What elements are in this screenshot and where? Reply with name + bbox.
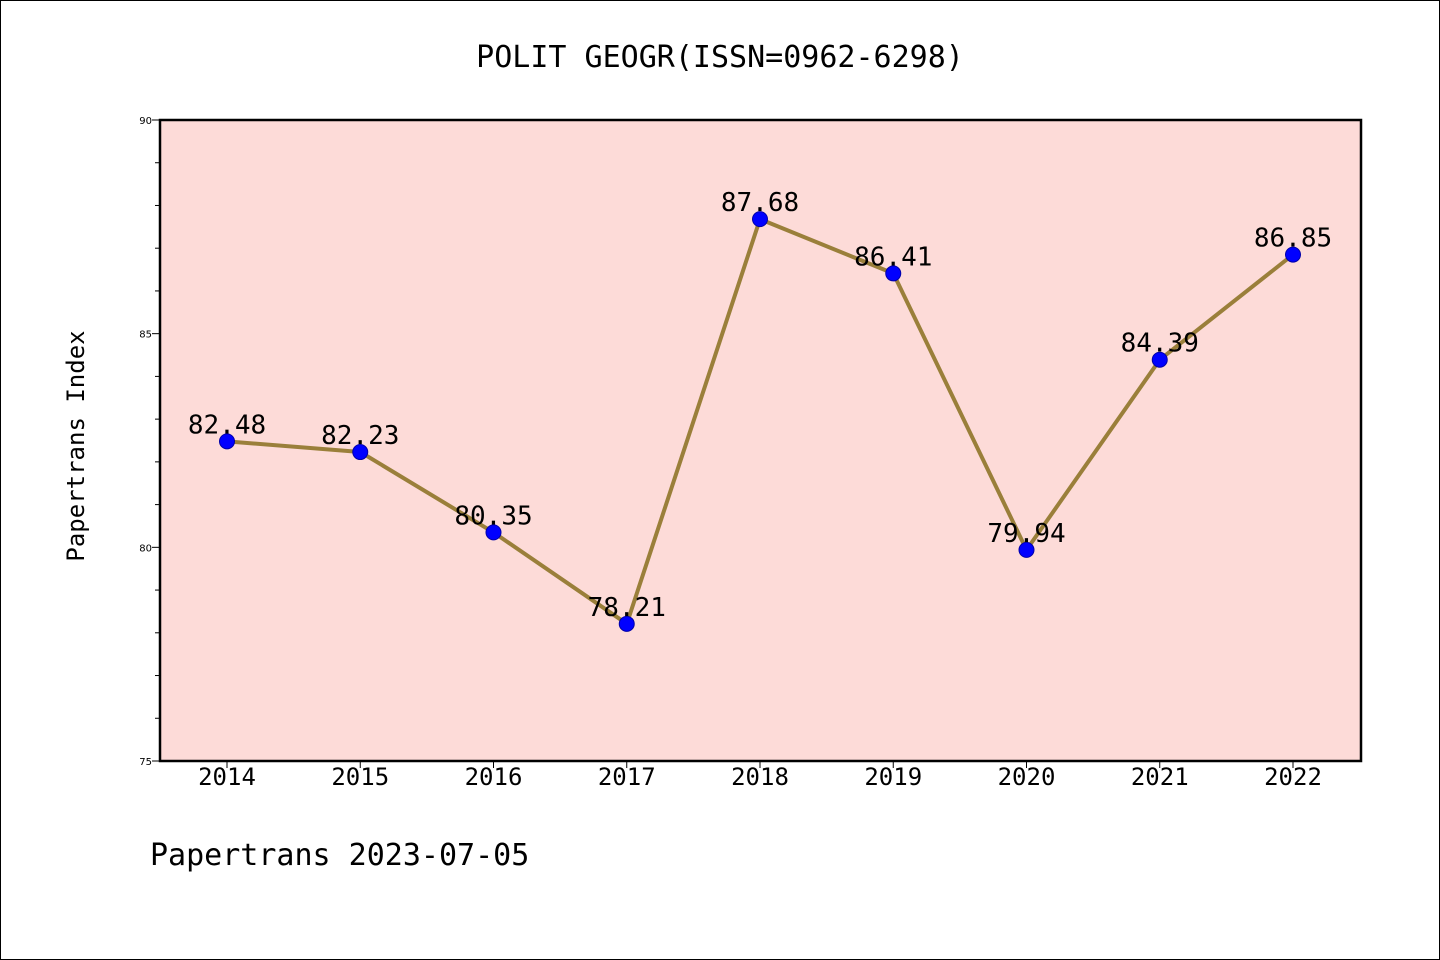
x-tick-label: 2015 bbox=[331, 763, 389, 791]
y-axis: 75 80 85 90 bbox=[139, 116, 160, 768]
y-tick-label: 90 bbox=[139, 116, 152, 127]
data-label: 82.23 bbox=[321, 421, 399, 451]
x-tick-label: 2020 bbox=[998, 763, 1056, 791]
data-label: 82.48 bbox=[188, 410, 266, 440]
x-tick-label: 2014 bbox=[198, 763, 256, 791]
data-label: 79.94 bbox=[987, 519, 1065, 549]
x-tick-label: 2017 bbox=[598, 763, 656, 791]
y-tick-label: 85 bbox=[139, 330, 152, 341]
data-labels: 82.48 82.23 80.35 78.21 87.68 86.41 79.94 84.39… bbox=[188, 188, 1332, 623]
y-tick-label: 75 bbox=[139, 757, 152, 768]
data-label: 84.39 bbox=[1121, 329, 1199, 359]
x-tick-label: 2022 bbox=[1264, 763, 1322, 791]
x-tick-label: 2021 bbox=[1131, 763, 1189, 791]
y-tick-label: 80 bbox=[139, 543, 152, 554]
data-point bbox=[752, 211, 768, 228]
data-point bbox=[1018, 541, 1035, 558]
footer-date: Papertrans 2023-07-05 bbox=[150, 838, 529, 873]
data-point bbox=[219, 433, 235, 450]
data-point bbox=[485, 524, 502, 541]
data-label: 86.85 bbox=[1254, 224, 1332, 254]
y-axis-label: Papertrans Index bbox=[62, 330, 90, 561]
data-point bbox=[352, 444, 369, 461]
data-point bbox=[1285, 246, 1301, 263]
x-tick-label: 2019 bbox=[864, 763, 922, 791]
data-label: 86.41 bbox=[854, 242, 932, 272]
x-tick-label: 2018 bbox=[731, 763, 789, 791]
data-point bbox=[1151, 351, 1168, 368]
data-label: 87.68 bbox=[721, 188, 799, 218]
chart-title: POLIT GEOGR(ISSN=0962-6298) bbox=[476, 40, 964, 75]
data-point bbox=[618, 615, 635, 632]
series-markers bbox=[219, 211, 1301, 632]
data-point bbox=[885, 265, 902, 282]
plot-border bbox=[158, 118, 1363, 763]
data-label: 78.21 bbox=[588, 593, 666, 623]
x-tick-label: 2016 bbox=[465, 763, 523, 791]
x-axis: 2014 2015 2016 2017 2018 2019 2020 2021 2022 bbox=[198, 761, 1322, 791]
data-label: 80.35 bbox=[454, 501, 532, 531]
